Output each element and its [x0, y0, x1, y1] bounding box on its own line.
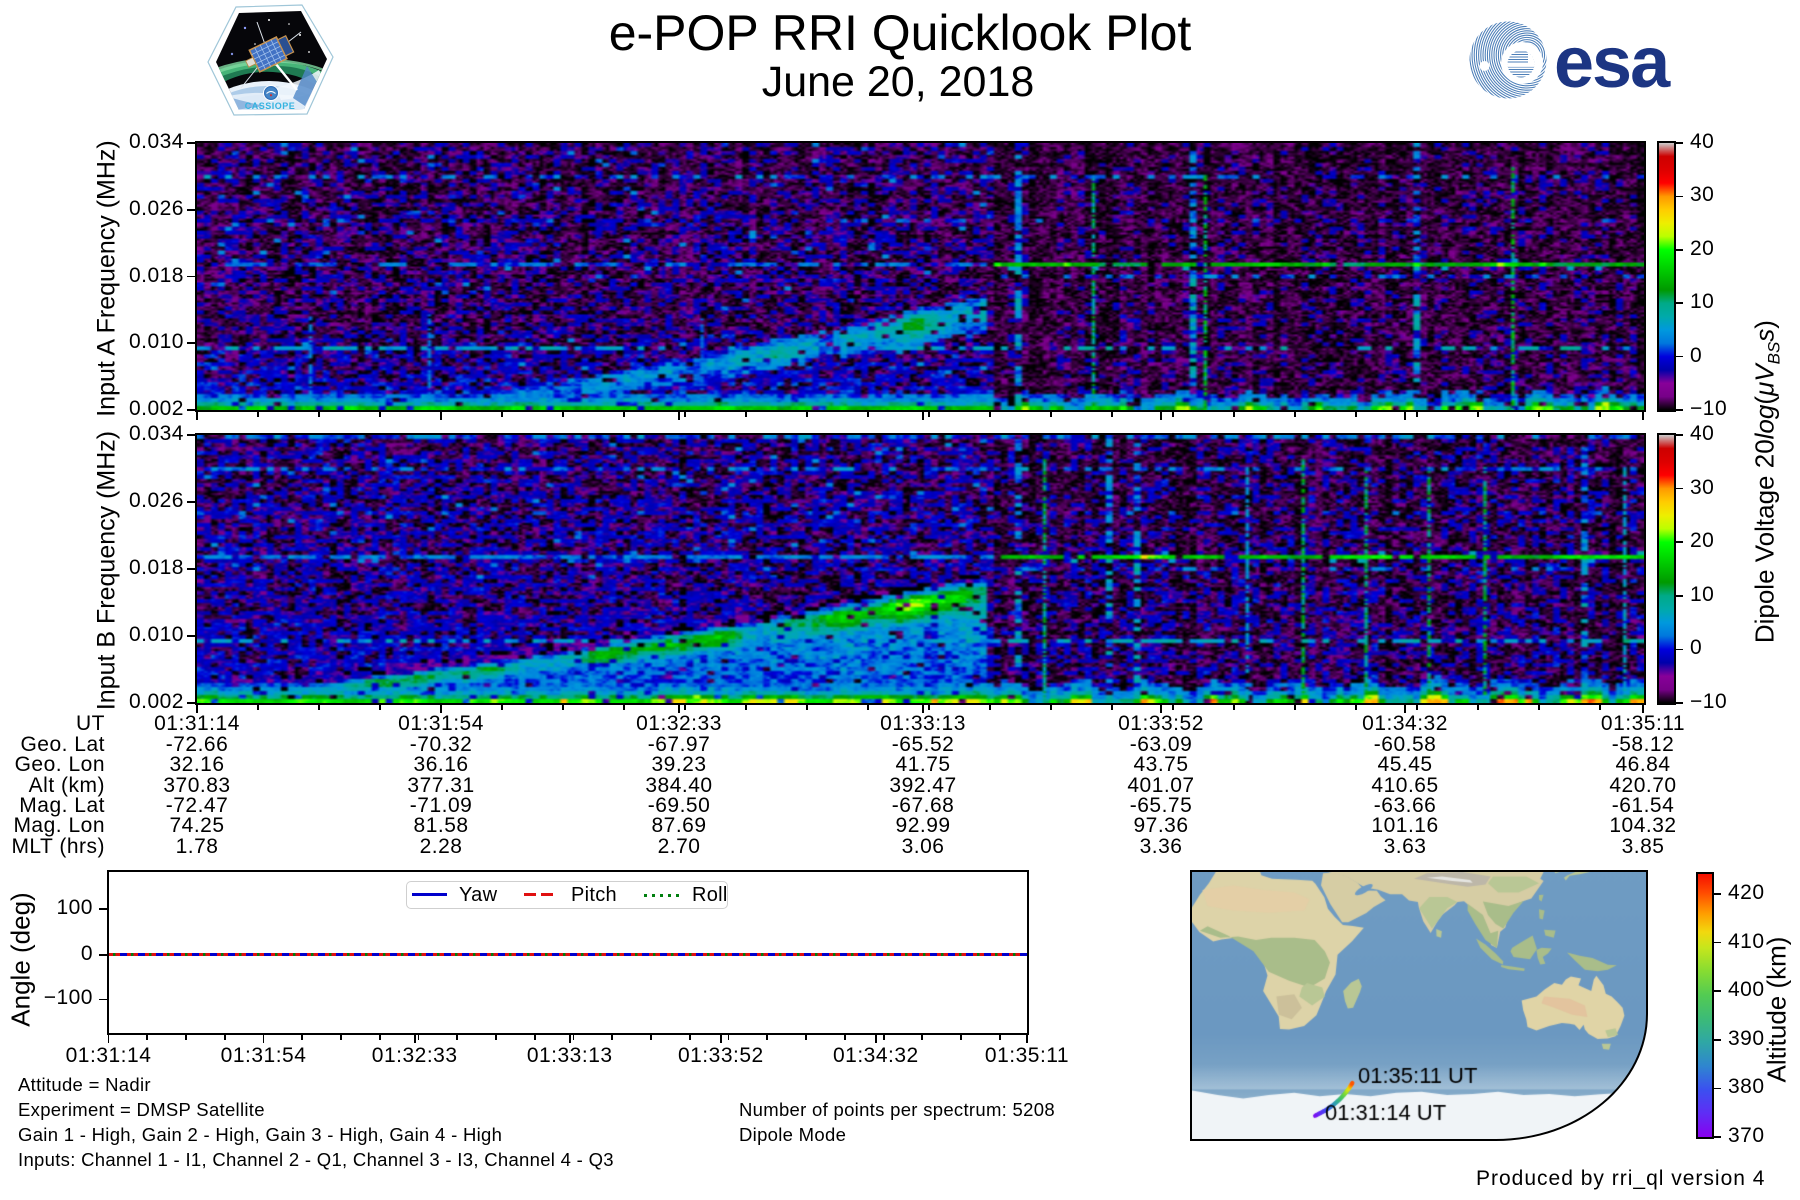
svg-text:CASSIOPE: CASSIOPE	[245, 101, 296, 111]
svg-text:esa: esa	[1554, 23, 1671, 103]
